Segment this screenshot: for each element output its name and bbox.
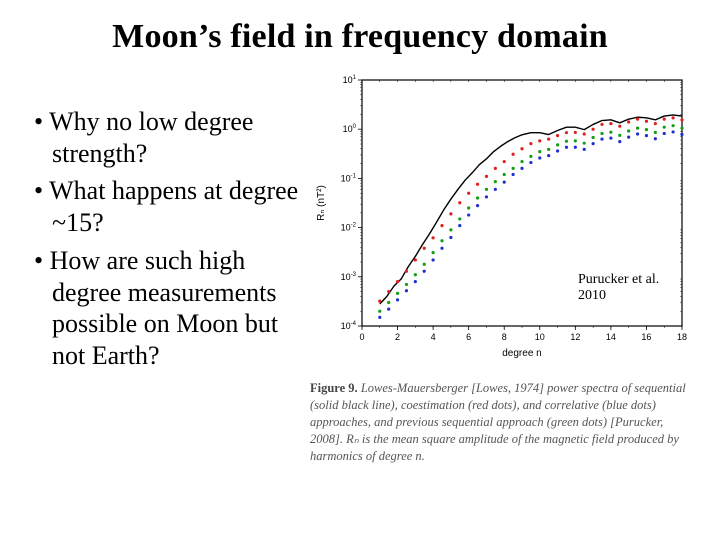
figure-region: 0 2 4 6 8 10 12 14 16 18 degree n 10-4 10-3 10-2 10-1 1… — [302, 78, 690, 464]
svg-text:0: 0 — [359, 332, 364, 342]
caption-tail: Rₙ is the mean square amplitude of the m… — [310, 432, 679, 463]
svg-text:12: 12 — [570, 332, 580, 342]
figure-caption: Figure 9. Lowes-Mauersberger [Lowes, 197… — [310, 380, 690, 464]
svg-text:18: 18 — [677, 332, 687, 342]
svg-text:10: 10 — [535, 332, 545, 342]
svg-text:6: 6 — [466, 332, 471, 342]
svg-text:10-1: 10-1 — [341, 173, 357, 183]
svg-text:Rₙ (nT²): Rₙ (nT²) — [316, 185, 327, 221]
svg-text:10-3: 10-3 — [341, 272, 357, 282]
citation-text: Purucker et al. 2010 — [578, 272, 690, 304]
slide: Moon’s field in frequency domain Why no … — [0, 0, 720, 540]
power-spectrum-chart: 0 2 4 6 8 10 12 14 16 18 degree n 10-4 10-3 10-2 10-1 1… — [310, 72, 690, 362]
caption-lead: Figure 9. — [310, 381, 358, 395]
svg-text:16: 16 — [641, 332, 651, 342]
svg-text:14: 14 — [606, 332, 616, 342]
bullet-item: What happens at degree ~15? — [34, 175, 302, 238]
body-row: Why no low degree strength? What happens… — [30, 78, 690, 464]
svg-text:101: 101 — [343, 75, 357, 85]
svg-text:10-4: 10-4 — [341, 321, 357, 331]
bullet-item: How are such high degree measurements po… — [34, 245, 302, 372]
chart-svg: 0 2 4 6 8 10 12 14 16 18 degree n 10-4 10-3 10-2 10-1 1… — [310, 72, 690, 362]
svg-text:100: 100 — [343, 124, 357, 134]
slide-title: Moon’s field in frequency domain — [30, 18, 690, 56]
svg-text:10-2: 10-2 — [341, 223, 357, 233]
svg-text:2: 2 — [395, 332, 400, 342]
bullet-list: Why no low degree strength? What happens… — [30, 78, 302, 378]
svg-text:4: 4 — [431, 332, 436, 342]
svg-text:degree n: degree n — [502, 348, 541, 359]
svg-text:8: 8 — [502, 332, 507, 342]
bullet-item: Why no low degree strength? — [34, 106, 302, 169]
